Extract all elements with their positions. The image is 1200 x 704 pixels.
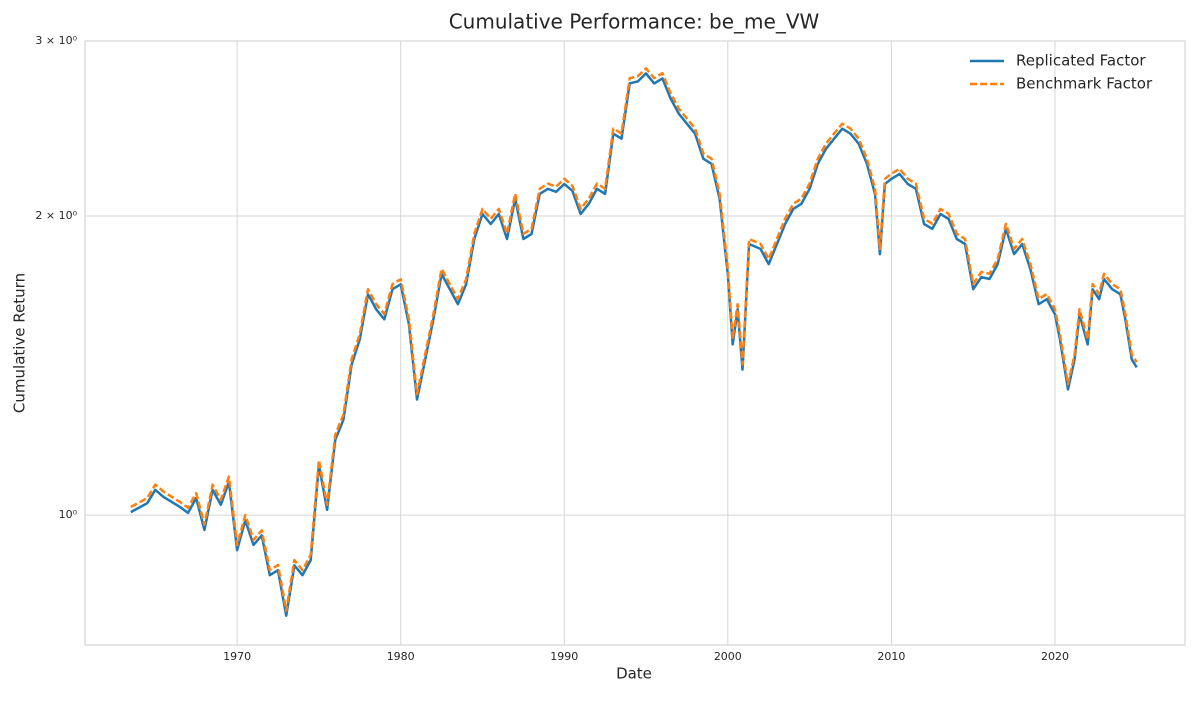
x-tick-label: 2010 [877, 650, 905, 663]
x-tick-label: 1980 [387, 650, 415, 663]
series-line [130, 67, 1138, 613]
x-tick-label: 1970 [223, 650, 251, 663]
series-line [130, 72, 1138, 617]
x-tick-label: 2020 [1041, 650, 1069, 663]
y-tick-label: 3 × 10⁰ [35, 34, 77, 47]
y-tick-label: 10⁰ [59, 508, 78, 521]
chart-title: Cumulative Performance: be_me_VW [449, 10, 820, 34]
y-axis-label: Cumulative Return [11, 273, 29, 413]
legend-label: Benchmark Factor [1016, 75, 1153, 93]
x-tick-label: 2000 [714, 650, 742, 663]
plot-frame [84, 40, 1186, 646]
legend-label: Replicated Factor [1016, 52, 1146, 70]
x-axis-label: Date [616, 665, 652, 683]
y-tick-label: 2 × 10⁰ [35, 209, 77, 222]
x-tick-label: 1990 [550, 650, 578, 663]
